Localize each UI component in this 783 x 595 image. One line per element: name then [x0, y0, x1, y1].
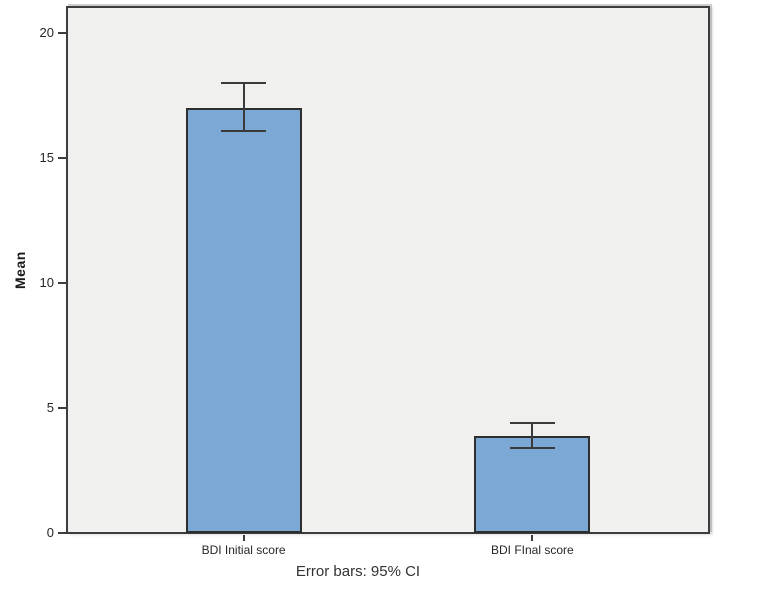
- y-axis-tick-label: 15: [39, 150, 54, 165]
- bar: [474, 435, 591, 533]
- y-axis-title: Mean: [12, 251, 28, 290]
- y-axis-tick: [58, 407, 67, 409]
- y-axis-tick-label: 20: [39, 25, 54, 40]
- y-axis-tick: [58, 532, 67, 534]
- x-axis-tick: [531, 535, 534, 541]
- y-axis-tick-label: 0: [46, 525, 54, 540]
- x-axis-category-label: BDI FInal score: [491, 543, 574, 557]
- error-bar-cap-top: [221, 82, 267, 84]
- plot-area: [66, 6, 710, 534]
- x-axis-tick: [242, 535, 245, 541]
- y-axis-tick: [58, 157, 67, 159]
- error-bars-caption: Error bars: 95% CI: [295, 563, 421, 580]
- error-bar-line: [531, 423, 534, 448]
- y-axis-tick-label: 5: [46, 400, 54, 415]
- error-bar-cap-top: [509, 422, 555, 424]
- error-bar-cap-bottom: [509, 447, 555, 449]
- x-axis-category-label: BDI Initial score: [201, 543, 286, 557]
- error-bar-cap-bottom: [221, 129, 267, 132]
- y-axis-tick-label: 10: [39, 275, 54, 290]
- bar: [185, 108, 302, 533]
- y-axis-tick: [58, 32, 67, 34]
- error-bar-line: [242, 83, 245, 131]
- y-axis-tick: [58, 282, 67, 284]
